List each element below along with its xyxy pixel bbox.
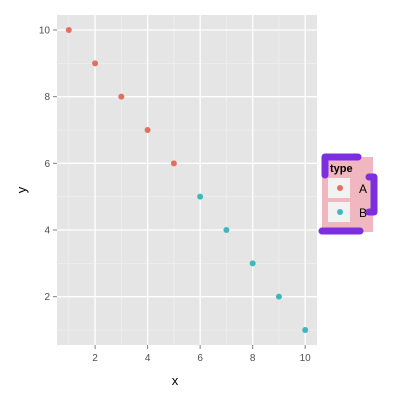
y-tick-label: 2 xyxy=(44,292,50,303)
x-tick-label: 4 xyxy=(145,353,151,364)
data-points xyxy=(65,27,309,333)
data-point-b xyxy=(197,193,204,200)
y-tick-label: 10 xyxy=(39,26,51,37)
data-point-a xyxy=(170,160,177,167)
data-point-b xyxy=(275,293,282,300)
data-point-b xyxy=(302,327,309,333)
x-tick-label: 6 xyxy=(197,353,203,364)
x-tick-label: 10 xyxy=(300,353,312,364)
legend-marker-b xyxy=(337,209,343,215)
y-tick-label: 4 xyxy=(44,226,50,237)
legend-bracket-top xyxy=(321,153,362,179)
x-axis: 2 4 6 8 10 xyxy=(92,345,311,364)
legend-title: type xyxy=(330,163,353,175)
data-point-a xyxy=(65,27,72,33)
legend-label-b: B xyxy=(359,206,367,220)
x-tick-label: 8 xyxy=(250,353,256,364)
legend: type A B xyxy=(318,153,378,235)
plot-panel xyxy=(57,15,317,345)
legend-bracket-right xyxy=(365,173,378,216)
y-axis: 2 4 6 8 10 xyxy=(39,26,57,303)
minor-gridlines xyxy=(57,15,317,345)
y-tick-label: 8 xyxy=(44,92,50,103)
y-axis-title: y xyxy=(14,186,29,193)
y-tick-label: 6 xyxy=(44,159,50,170)
data-point-a xyxy=(118,93,125,100)
legend-marker-a xyxy=(337,185,343,191)
major-gridlines xyxy=(57,15,317,345)
x-axis-title: x xyxy=(172,373,179,388)
legend-label-a: A xyxy=(359,182,367,196)
data-point-a xyxy=(144,127,151,133)
data-point-b xyxy=(249,260,256,267)
data-point-b xyxy=(223,227,230,233)
x-tick-label: 2 xyxy=(92,353,98,364)
data-point-a xyxy=(92,60,99,67)
